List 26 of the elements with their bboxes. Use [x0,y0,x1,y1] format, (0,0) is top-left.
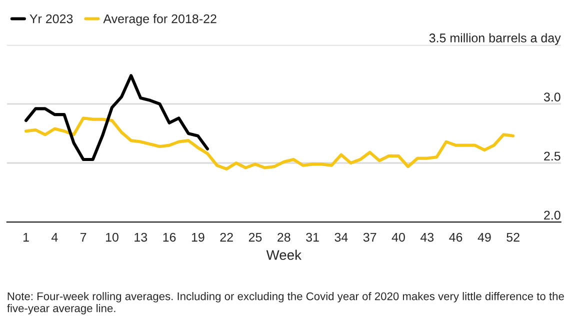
x-tick-label: 49 [478,232,491,242]
x-tick-label: 40 [392,232,405,242]
x-tick-label: 31 [306,232,319,242]
x-tick-label: 7 [80,232,86,242]
x-tick-label: 37 [363,232,376,242]
x-tick-label: 34 [334,232,348,242]
x-tick-label: 1 [24,232,29,242]
x-tick-label: 25 [248,232,262,242]
x-tick-label: 16 [163,232,176,242]
x-tick-label: 22 [220,232,233,242]
x-tick-label: 52 [506,232,520,242]
x-tick-label: 43 [420,232,434,242]
legend-label: Yr 2023 [30,14,73,24]
y-tick-label: 2.0 [544,210,560,220]
legend-label: Average for 2018-22 [103,14,216,26]
x-tick-label: 4 [51,232,58,242]
y-tick-label: 2.5 [544,152,560,161]
y-tick-label: 3.5 million barrels a day [429,33,561,45]
y-tick-label: 3.0 [544,92,560,102]
x-tick-label: 28 [278,232,290,242]
text: Note: Four-week rolling averages. Including or excluding the Covid year of 2020 makes very little difference to the five-year average line. [7,292,564,314]
x-tick-label: 10 [106,232,118,242]
x-tick-label: 46 [449,232,462,242]
x-tick-label: 13 [134,232,148,242]
x-tick-label: 19 [192,232,204,242]
x-axis-title: Week [266,250,302,260]
